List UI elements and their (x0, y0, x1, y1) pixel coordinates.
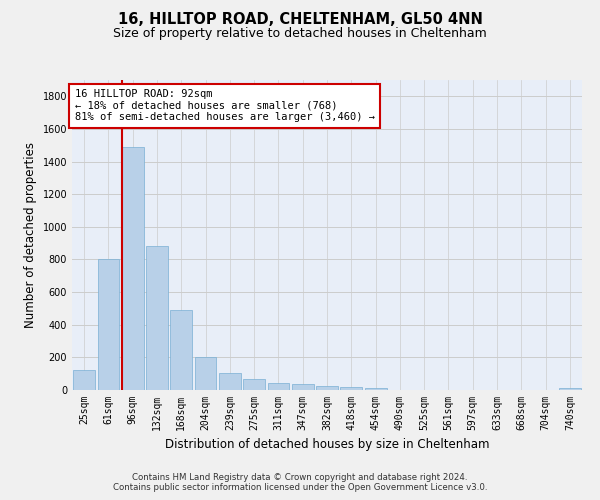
Bar (170, 310, 192, 390)
Bar (268, 382, 289, 390)
Y-axis label: Number of detached properties: Number of detached properties (24, 142, 37, 328)
Text: Size of property relative to detached houses in Cheltenham: Size of property relative to detached ho… (113, 28, 487, 40)
Bar (73, 370, 95, 390)
Bar (243, 380, 265, 390)
Bar (219, 373, 241, 390)
Bar (194, 356, 217, 390)
X-axis label: Distribution of detached houses by size in Cheltenham: Distribution of detached houses by size … (165, 438, 489, 452)
Text: 16, HILLTOP ROAD, CHELTENHAM, GL50 4NN: 16, HILLTOP ROAD, CHELTENHAM, GL50 4NN (118, 12, 482, 28)
Text: Contains HM Land Registry data © Crown copyright and database right 2024.
Contai: Contains HM Land Registry data © Crown c… (113, 473, 487, 492)
Bar (559, 388, 581, 390)
Bar (292, 384, 314, 390)
Bar (122, 147, 143, 390)
Bar (97, 260, 119, 390)
Bar (365, 388, 386, 390)
Bar (316, 386, 338, 390)
Text: 16 HILLTOP ROAD: 92sqm
← 18% of detached houses are smaller (768)
81% of semi-de: 16 HILLTOP ROAD: 92sqm ← 18% of detached… (74, 90, 374, 122)
Bar (146, 246, 168, 390)
Bar (340, 386, 362, 390)
